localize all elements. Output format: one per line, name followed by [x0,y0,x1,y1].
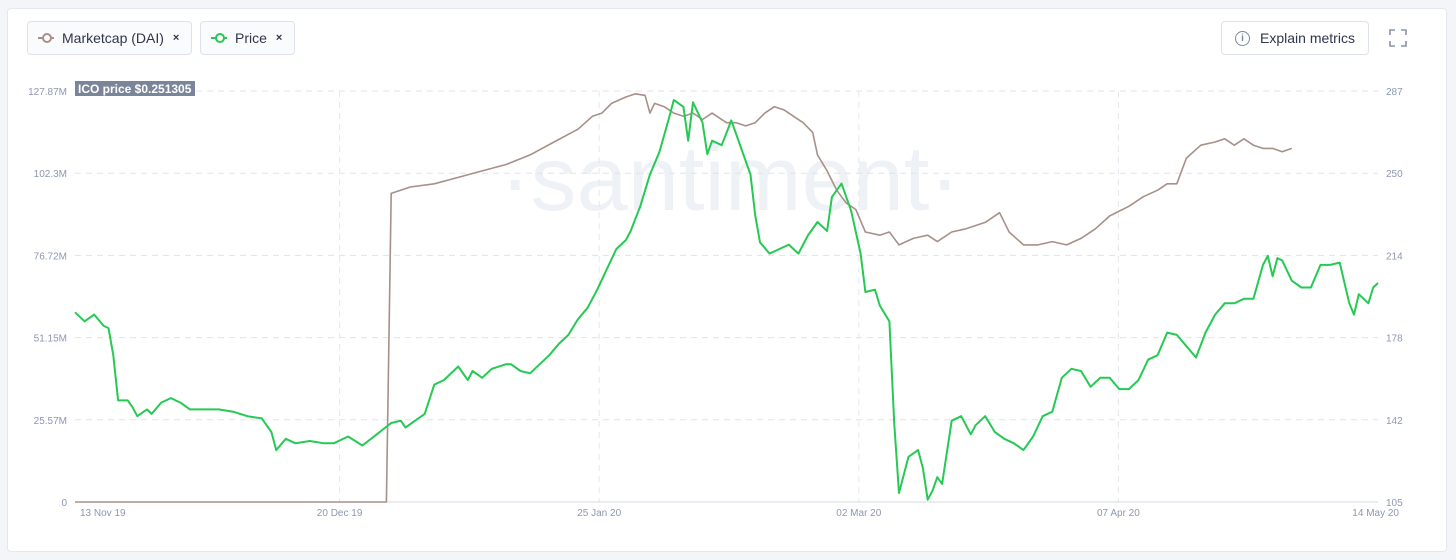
legend-chip-price[interactable]: Price × [200,21,296,55]
explain-metrics-button[interactable]: i Explain metrics [1221,21,1369,55]
chart-card [7,8,1447,552]
legend-chip-marketcap[interactable]: Marketcap (DAI) × [27,21,193,55]
marketcap-line-icon [38,33,54,43]
remove-price-icon[interactable]: × [275,32,283,44]
remove-marketcap-icon[interactable]: × [172,32,180,44]
legend-label-price: Price [235,30,267,46]
price-line-icon [211,33,227,43]
info-icon: i [1235,30,1251,46]
fullscreen-icon[interactable] [1389,29,1407,47]
legend-label-marketcap: Marketcap (DAI) [62,30,164,46]
explain-metrics-label: Explain metrics [1260,30,1355,46]
